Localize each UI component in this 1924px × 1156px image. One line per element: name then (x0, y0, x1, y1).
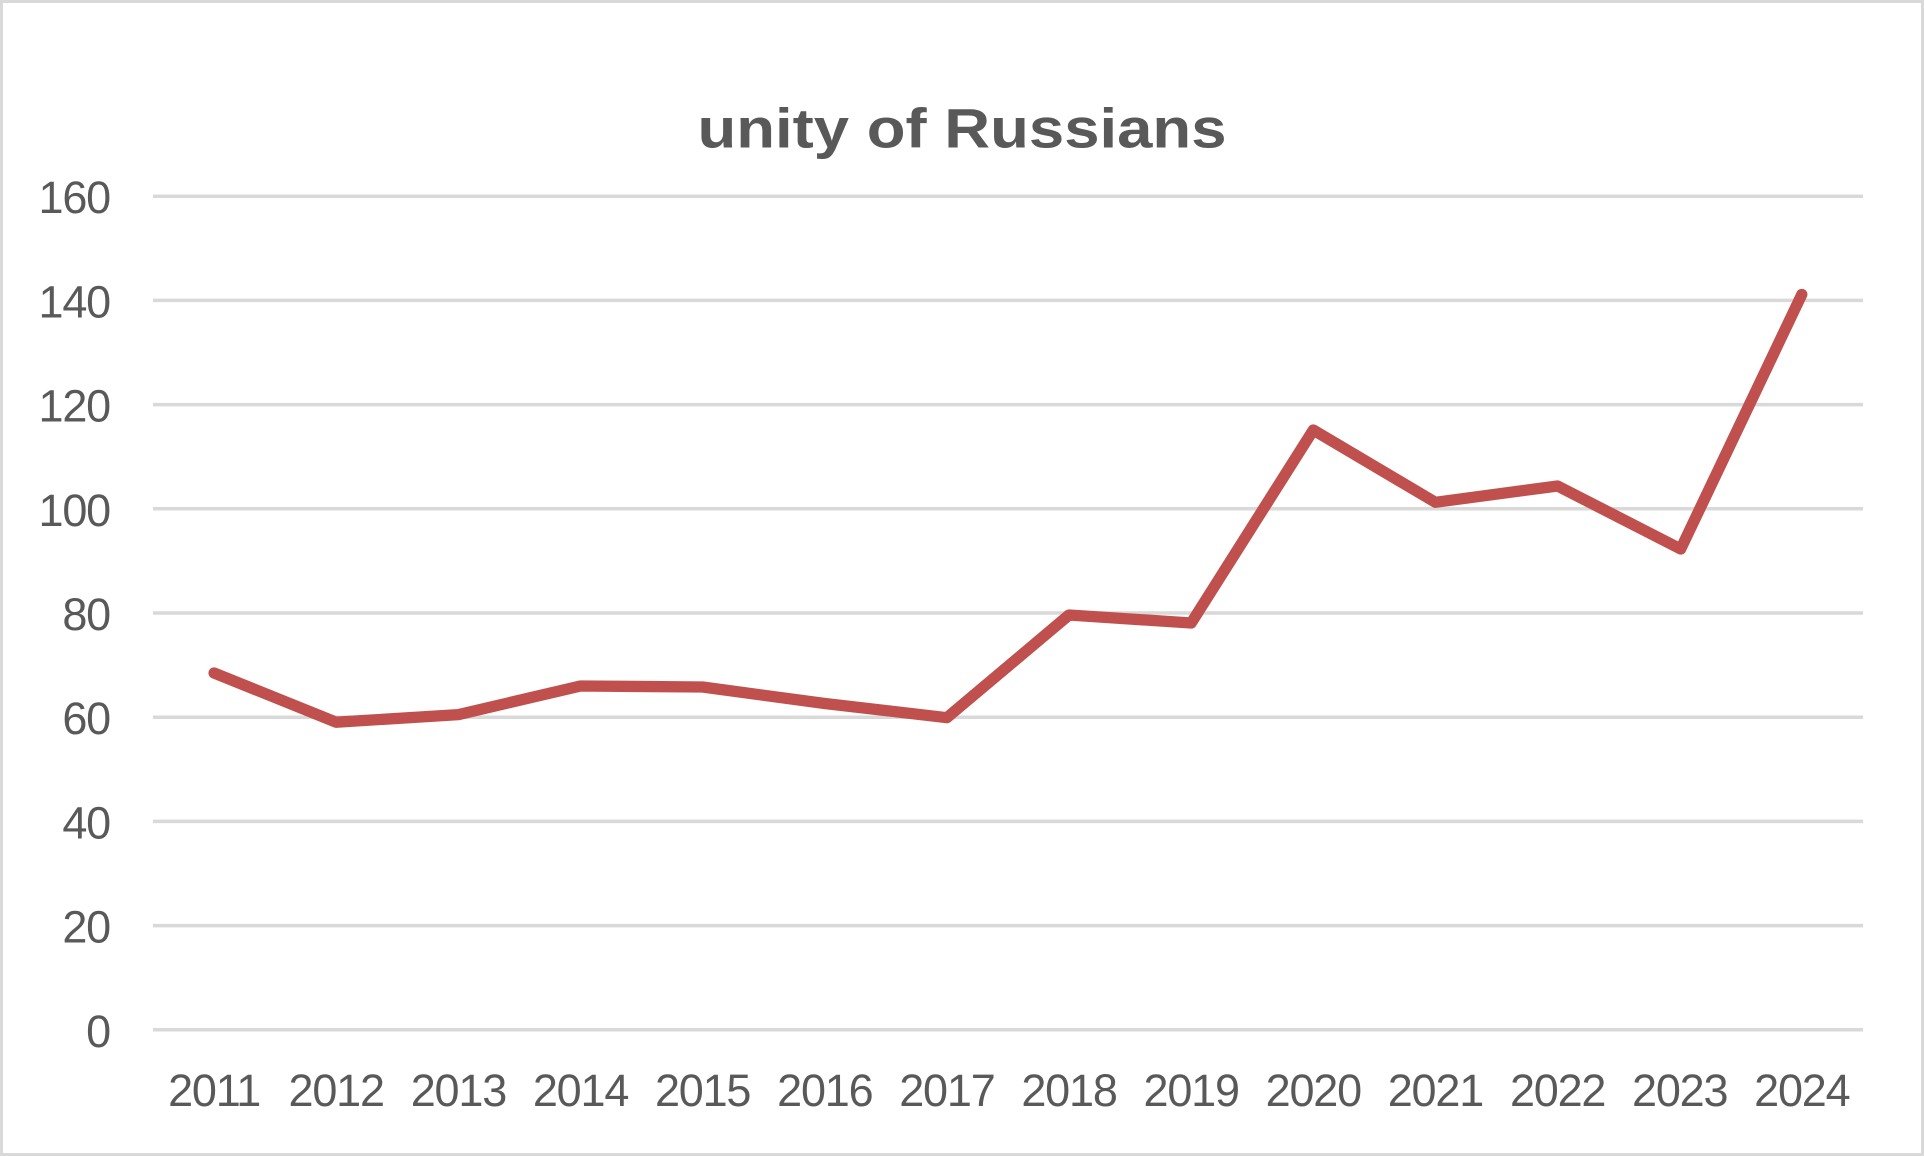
svg-text:2023: 2023 (1632, 1065, 1727, 1116)
svg-text:2013: 2013 (411, 1065, 506, 1116)
svg-text:100: 100 (39, 485, 111, 536)
svg-text:2012: 2012 (289, 1065, 384, 1116)
svg-text:2014: 2014 (533, 1065, 628, 1116)
svg-text:120: 120 (39, 381, 111, 432)
svg-text:60: 60 (62, 693, 110, 744)
svg-text:160: 160 (39, 172, 111, 223)
svg-text:2020: 2020 (1266, 1065, 1361, 1116)
svg-text:20: 20 (62, 902, 110, 953)
svg-text:140: 140 (39, 276, 111, 327)
svg-text:2015: 2015 (655, 1065, 750, 1116)
svg-text:2016: 2016 (777, 1065, 872, 1116)
svg-text:2022: 2022 (1510, 1065, 1605, 1116)
svg-text:unity of Russians: unity of Russians (698, 97, 1227, 160)
svg-text:80: 80 (62, 589, 110, 640)
svg-text:2021: 2021 (1388, 1065, 1483, 1116)
svg-text:40: 40 (62, 797, 110, 848)
svg-text:2024: 2024 (1754, 1065, 1849, 1116)
svg-text:2011: 2011 (168, 1065, 260, 1116)
svg-text:2019: 2019 (1144, 1065, 1239, 1116)
svg-text:2018: 2018 (1021, 1065, 1116, 1116)
svg-text:0: 0 (86, 1006, 110, 1057)
svg-text:2017: 2017 (899, 1065, 994, 1116)
